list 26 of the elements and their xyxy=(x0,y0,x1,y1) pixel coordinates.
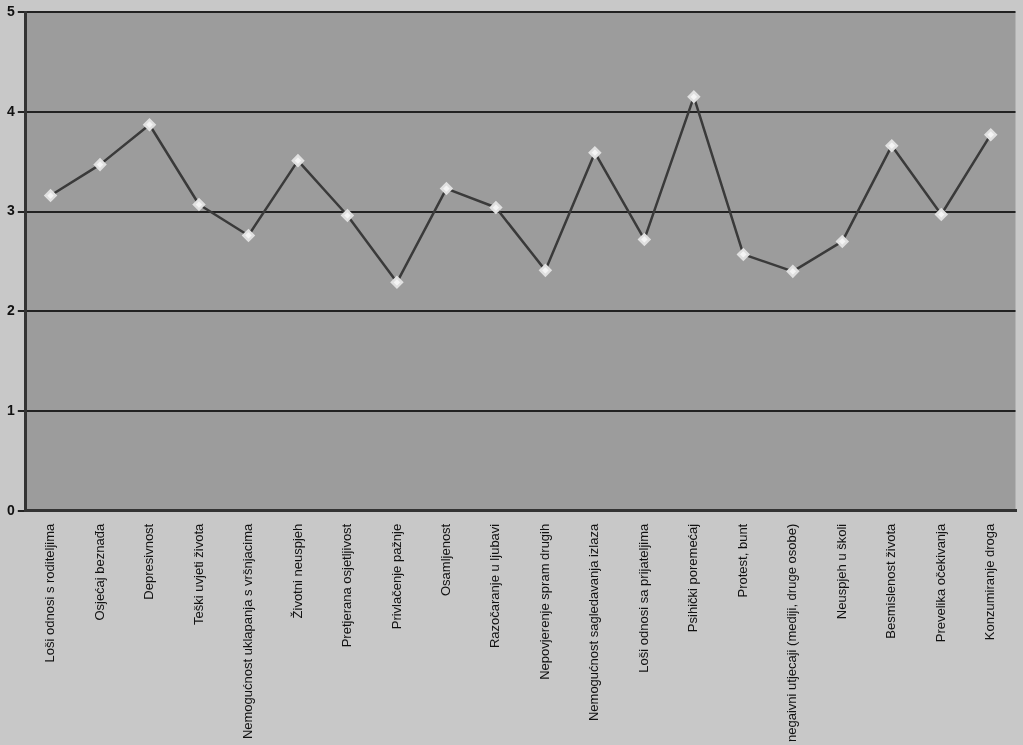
x-tick-label: Životni neuspjeh xyxy=(289,523,305,619)
x-tick-label: Osamljenost xyxy=(437,523,453,597)
y-tick-label: 0 xyxy=(6,501,15,518)
x-tick-label: Nemogućnost sagledavanja izlaza xyxy=(586,523,602,722)
y-tick-label: 1 xyxy=(6,401,15,418)
x-tick-label: Loši odnosi sa prijateljima xyxy=(635,523,651,673)
x-tick-label: Nepovjerenje spram drugih xyxy=(536,523,552,680)
x-tick-label: Prevelika očekivanja xyxy=(932,523,948,643)
x-tick-label: Besmislenost života xyxy=(883,523,899,639)
x-tick-label: negaivni utjecaji (mediji, druge osobe) xyxy=(784,523,800,742)
x-tick-label: Pretjerana osjetljivost xyxy=(339,523,355,648)
x-tick-label: Depresivnost xyxy=(141,523,157,600)
y-tick-label: 4 xyxy=(6,102,15,119)
y-tick-label: 3 xyxy=(6,202,15,219)
x-tick-label: Razočaranje u ljubavi xyxy=(487,523,503,649)
y-tick-label: 2 xyxy=(6,302,15,319)
x-tick-label: Teški uvjeti života xyxy=(190,523,206,625)
x-tick-label: Neuspjeh u školi xyxy=(833,523,849,620)
x-tick-label: Protest, bunt xyxy=(734,523,750,598)
x-tick-label: Osjećaj beznađa xyxy=(91,523,107,621)
x-tick-label: Psihički poremećaj xyxy=(685,523,701,633)
x-tick-label: Loši odnosi s roditeljima xyxy=(42,523,58,663)
y-tick-label: 5 xyxy=(6,2,15,19)
x-tick-label: Konzumiranje droga xyxy=(982,523,998,641)
x-tick-label: Nemogućnost uklapanja s vršnjacima xyxy=(240,523,256,740)
x-tick-label: Privlačenje pažnje xyxy=(388,523,404,630)
